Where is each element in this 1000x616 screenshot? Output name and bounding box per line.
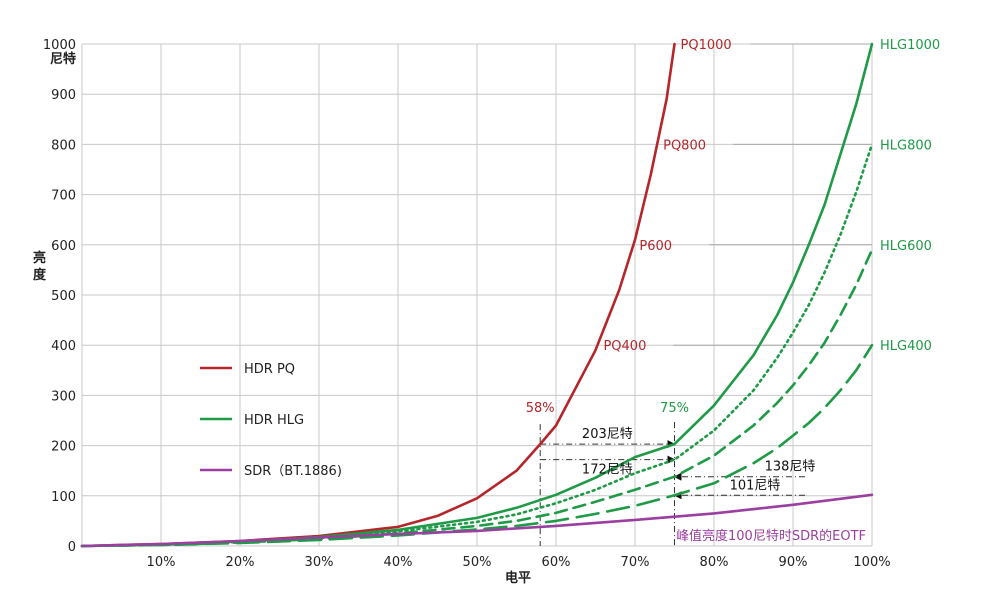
y-axis-title-line-1: 亮 <box>33 250 46 266</box>
series-sdr <box>80 493 874 548</box>
y-unit-label: 尼特 <box>50 51 76 67</box>
hlg-level-label-1000: HLG1000 <box>880 38 940 53</box>
series-hlg400 <box>80 343 874 548</box>
annotation-labels: 203尼特 172尼特 138尼特 101尼特 58% 75% 峰值亮度100尼特时SDR的… <box>526 401 866 544</box>
legend-label-hlg: HDR HLG <box>244 413 304 428</box>
sdr-note: 峰值亮度100尼特时SDR的EOTF <box>676 528 866 544</box>
pq-level-label-800: PQ800 <box>663 138 706 153</box>
x-tick-label-50: 50% <box>463 555 492 570</box>
arrow-label-172: 172尼特 <box>582 463 633 478</box>
x-tick-label-70: 70% <box>621 555 650 570</box>
pq-level-label-1000: PQ1000 <box>681 38 732 53</box>
y-tick-label-400: 400 <box>51 339 76 354</box>
arrow-label-101: 101尼特 <box>730 478 781 493</box>
x-tick-label-20: 20% <box>226 555 255 570</box>
legend: HDR PQ HDR HLG SDR（BT.1886) <box>200 362 342 479</box>
x-tick-label-80: 80% <box>700 555 729 570</box>
y-tick-label-300: 300 <box>51 389 76 404</box>
y-tick-label-200: 200 <box>51 440 76 455</box>
marker-label-75: 75% <box>660 401 689 416</box>
y-tick-label-1000: 1000 <box>43 38 76 53</box>
hlg-level-label-800: HLG800 <box>880 138 932 153</box>
y-tick-label-900: 900 <box>51 88 76 103</box>
axis-ticks: 0 100 200 300 400 500 600 700 800 900 1000 10% 20% 30… <box>43 38 891 570</box>
grid <box>81 43 873 547</box>
x-tick-label-60: 60% <box>542 555 571 570</box>
series-hlg800 <box>80 143 874 548</box>
y-tick-label-800: 800 <box>51 138 76 153</box>
series-lines <box>80 42 874 548</box>
pq-level-label-400: PQ400 <box>603 339 646 354</box>
hlg-level-label-400: HLG400 <box>880 339 932 354</box>
x-tick-label-90: 90% <box>779 555 808 570</box>
annotation-guides <box>539 43 872 546</box>
y-tick-label-700: 700 <box>51 189 76 204</box>
x-tick-label-30: 30% <box>305 555 334 570</box>
y-axis-title-line-2: 度 <box>33 267 47 283</box>
legend-label-sdr: SDR（BT.1886) <box>244 464 342 479</box>
legend-label-pq: HDR PQ <box>244 362 295 377</box>
hlg-level-label-600: HLG600 <box>880 239 932 254</box>
y-tick-label-0: 0 <box>68 540 76 555</box>
pq-level-label-600: P600 <box>639 239 672 254</box>
y-tick-label-600: 600 <box>51 239 76 254</box>
arrow-label-203: 203尼特 <box>582 427 633 442</box>
marker-label-58: 58% <box>526 401 555 416</box>
x-tick-label-100: 100% <box>853 555 890 570</box>
y-tick-label-100: 100 <box>51 490 76 505</box>
x-tick-label-40: 40% <box>384 555 413 570</box>
arrow-label-138: 138尼特 <box>765 460 816 475</box>
y-tick-label-500: 500 <box>51 289 76 304</box>
curve-labels: PQ1000 PQ800 P600 PQ400 HLG1000 HLG800 HLG600 H… <box>603 38 940 354</box>
x-tick-label-10: 10% <box>147 555 176 570</box>
x-axis-title: 电平 <box>505 570 531 586</box>
